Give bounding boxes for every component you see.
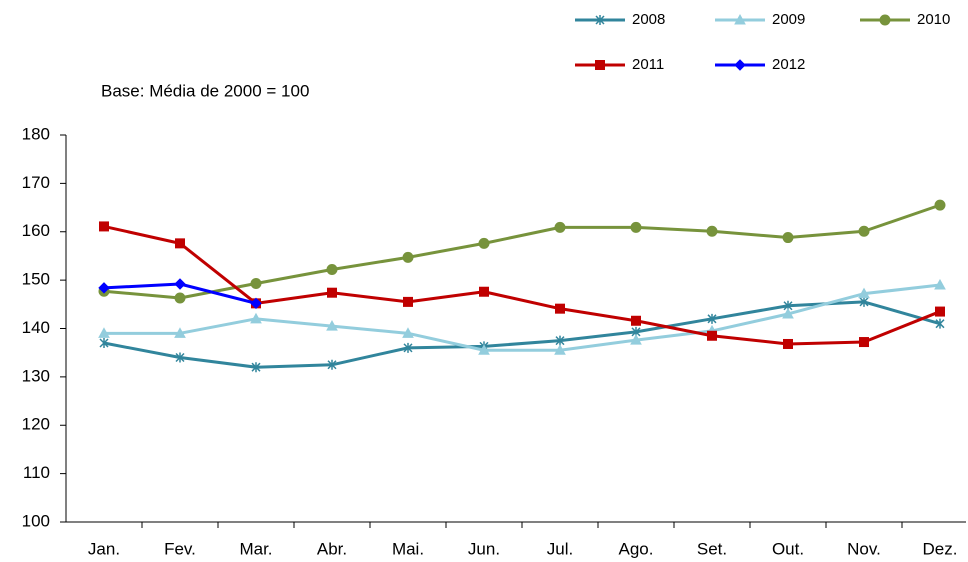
- data-point: [250, 312, 262, 324]
- data-point: [554, 344, 566, 355]
- y-tick-label: 170: [22, 173, 50, 192]
- y-tick-label: 110: [23, 463, 50, 482]
- data-point: [934, 199, 946, 211]
- data-point: [707, 313, 717, 324]
- data-point: [935, 318, 945, 329]
- data-point: [99, 338, 109, 349]
- data-point: [630, 334, 642, 345]
- data-point: [706, 225, 718, 237]
- y-tick-label: 100: [22, 511, 50, 530]
- data-point: [175, 238, 185, 249]
- data-point: [630, 221, 642, 233]
- y-tick-label: 130: [22, 366, 50, 385]
- legend-marker: [595, 15, 605, 25]
- data-point: [403, 342, 413, 353]
- legend-label: 2010: [917, 11, 950, 28]
- data-point: [250, 278, 262, 290]
- data-point: [174, 292, 186, 304]
- x-tick-label: Ago.: [619, 539, 654, 558]
- data-point: [707, 330, 717, 341]
- data-point: [859, 296, 869, 307]
- data-point: [175, 352, 185, 363]
- y-tick-label: 180: [22, 124, 50, 143]
- data-point: [782, 307, 794, 319]
- data-point: [555, 303, 565, 314]
- y-tick-label: 150: [22, 270, 50, 289]
- data-point: [99, 221, 109, 232]
- data-point: [327, 359, 337, 370]
- series-line: [103, 203, 941, 300]
- data-point: [782, 232, 794, 244]
- x-tick-label: Nov.: [847, 539, 881, 558]
- data-point: [98, 282, 110, 294]
- data-point: [479, 286, 489, 297]
- x-tick-label: Dez.: [923, 539, 958, 558]
- data-point: [326, 320, 338, 331]
- y-tick-label: 160: [22, 221, 50, 240]
- legend-label: 2009: [772, 11, 805, 28]
- x-tick-label: Jan.: [88, 539, 120, 558]
- data-point: [478, 344, 490, 355]
- legend-marker: [595, 60, 605, 70]
- data-point: [98, 327, 110, 338]
- x-tick-label: Mai.: [392, 539, 424, 558]
- legend-label: 2012: [772, 56, 805, 73]
- x-tick-label: Mar.: [239, 539, 272, 558]
- data-point: [402, 251, 414, 263]
- data-point: [631, 315, 641, 326]
- data-point: [934, 278, 946, 290]
- x-tick-label: Abr.: [317, 539, 347, 558]
- series-line: [104, 283, 941, 352]
- data-point: [402, 327, 414, 338]
- legend-marker: [879, 14, 891, 26]
- legend-marker: [734, 59, 746, 71]
- legend-label: 2008: [632, 11, 665, 28]
- data-point: [859, 337, 869, 348]
- y-tick-label: 120: [22, 415, 50, 434]
- series-line: [103, 224, 941, 346]
- data-point: [478, 237, 490, 249]
- data-point: [326, 263, 338, 275]
- x-tick-label: Out.: [772, 539, 804, 558]
- data-point: [555, 335, 565, 346]
- x-tick-label: Fev.: [164, 539, 196, 558]
- x-tick-label: Jul.: [547, 539, 573, 558]
- data-point: [250, 297, 262, 310]
- y-tick-label: 140: [22, 318, 50, 337]
- data-point: [251, 362, 261, 373]
- x-tick-label: Jun.: [468, 539, 500, 558]
- series-line: [103, 300, 941, 369]
- data-point: [554, 221, 566, 233]
- legend-marker: [734, 13, 746, 25]
- data-point: [858, 225, 870, 237]
- data-point: [858, 287, 870, 299]
- x-tick-label: Set.: [697, 539, 727, 558]
- chart-subtitle: Base: Média de 2000 = 100: [101, 81, 309, 100]
- data-point: [174, 327, 186, 338]
- data-point: [403, 296, 413, 307]
- data-point: [935, 306, 945, 317]
- data-point: [174, 278, 186, 290]
- data-point: [783, 338, 793, 349]
- legend-label: 2011: [632, 56, 664, 73]
- data-point: [327, 287, 337, 298]
